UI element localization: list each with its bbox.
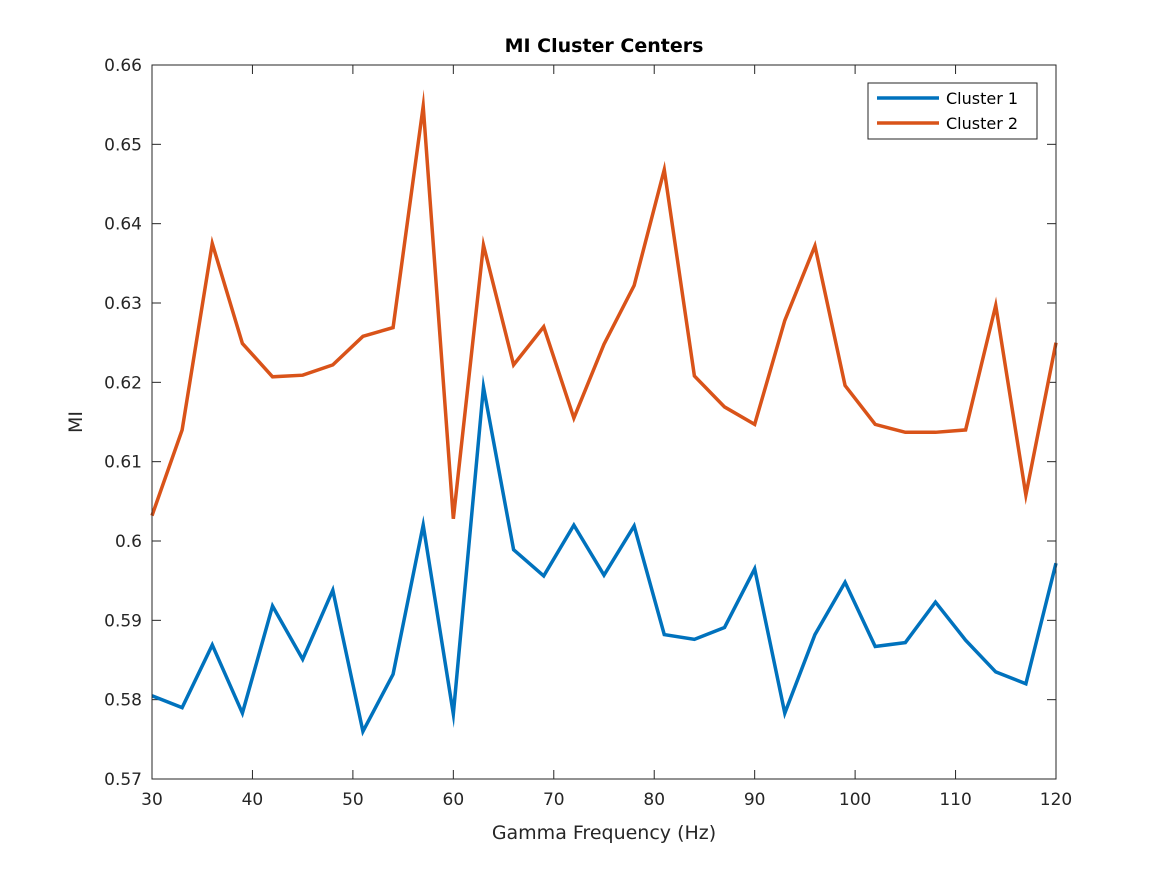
x-tick-label: 90 [744,790,766,810]
chart-title: MI Cluster Centers [505,35,704,57]
x-tick-label: 50 [342,790,364,810]
series-line-cluster-1 [151,374,1058,737]
legend: Cluster 1 Cluster 2 [867,82,1038,140]
plot-frame [151,64,1057,780]
y-tick-label: 0.64 [104,215,142,235]
y-tick-labels: 0.57 0.58 0.59 0.6 0.61 0.62 0.63 0.64 0.65 0.66 [104,56,142,790]
x-tick-label: 40 [242,790,264,810]
y-tick-label: 0.63 [104,294,142,314]
plot-area [152,65,1056,779]
y-tick-label: 0.65 [104,135,142,155]
legend-label-cluster-2: Cluster 2 [946,114,1018,133]
x-tick-label: 100 [839,790,871,810]
x-axis-title: Gamma Frequency (Hz) [492,822,716,844]
x-tick-label: 60 [443,790,465,810]
y-tick-label: 0.57 [104,770,142,790]
legend-box [867,82,1038,140]
y-tick-label: 0.58 [104,691,142,711]
x-tick-label: 30 [141,790,163,810]
y-tick-label: 0.62 [104,373,142,393]
legend-label-cluster-1: Cluster 1 [946,89,1018,108]
x-tick-label: 120 [1040,790,1072,810]
x-tick-label: 70 [543,790,565,810]
y-axis-title: MI [65,411,87,433]
x-tick-labels: 30 40 50 60 70 80 90 100 110 120 [141,790,1072,810]
series-lines [150,89,1058,737]
y-tick-label: 0.66 [104,56,142,76]
x-tick-label: 110 [939,790,971,810]
y-tick-label: 0.6 [115,532,142,552]
x-tick-label: 80 [643,790,665,810]
y-tick-label: 0.59 [104,611,142,631]
y-tick-label: 0.61 [104,453,142,473]
series-line-cluster-2 [150,89,1058,519]
